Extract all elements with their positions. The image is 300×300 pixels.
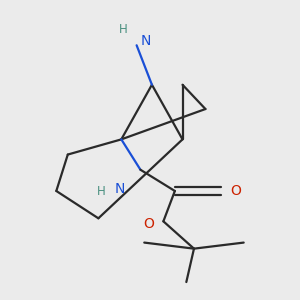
Text: N: N bbox=[115, 182, 125, 196]
Text: O: O bbox=[143, 218, 154, 231]
Text: H: H bbox=[97, 185, 106, 198]
Text: H: H bbox=[119, 23, 128, 36]
Text: N: N bbox=[140, 34, 151, 48]
Text: O: O bbox=[230, 184, 241, 198]
